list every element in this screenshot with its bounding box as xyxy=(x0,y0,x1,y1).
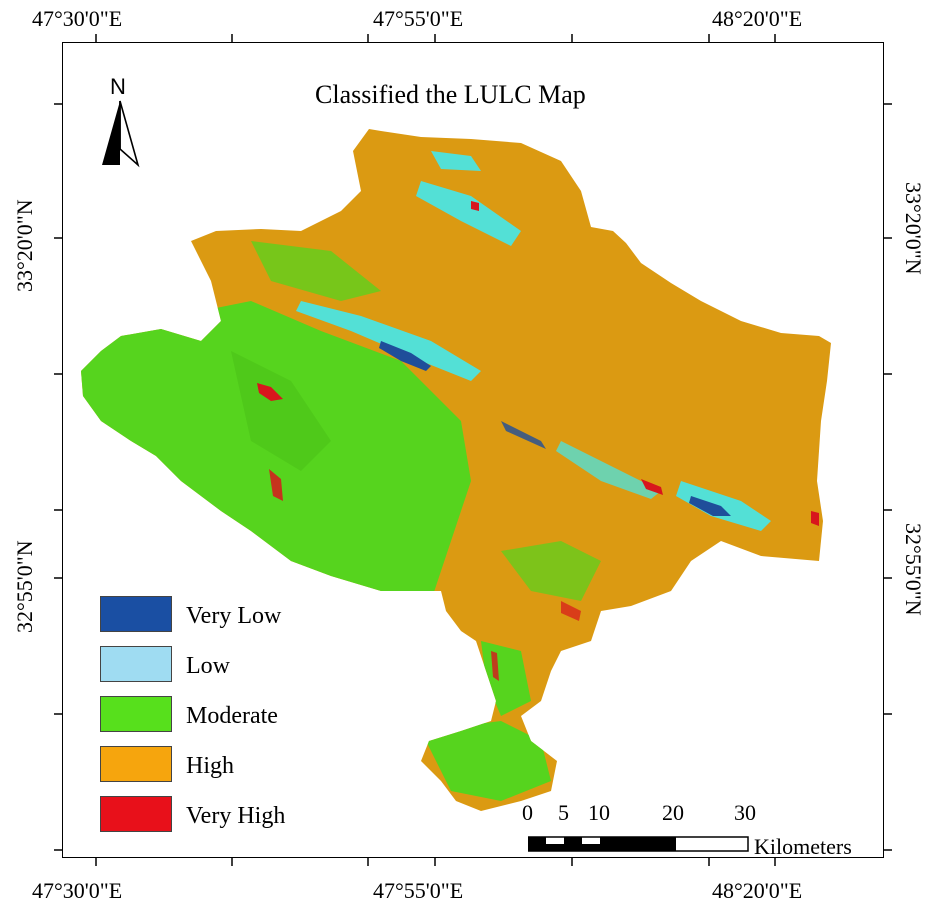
legend-swatch xyxy=(100,796,172,832)
very-low-patch-2 xyxy=(689,496,731,516)
low-streak-3 xyxy=(431,151,481,171)
legend-label: Moderate xyxy=(186,703,278,729)
lulc-map xyxy=(81,129,831,811)
bottom-longitude-label-3: 48°20'0"E xyxy=(712,878,803,903)
moderate-zone-west xyxy=(81,301,471,601)
low-streak-5 xyxy=(556,441,661,499)
scale-bar-graphic xyxy=(528,836,749,852)
scale-unit: Kilometers xyxy=(754,834,852,859)
scale-tick-label: 30 xyxy=(734,800,756,825)
bottom-longitude-label-1: 47°30'0"E xyxy=(32,878,123,903)
scale-tick-label: 5 xyxy=(558,800,569,825)
low-streak-4 xyxy=(676,481,771,531)
north-label: N xyxy=(110,74,126,99)
very-high-patch-6 xyxy=(561,601,581,621)
legend-swatch xyxy=(100,696,172,732)
very-low-patch-3 xyxy=(501,421,546,449)
low-streak-2 xyxy=(416,181,521,246)
moderate-zone-mid xyxy=(501,541,601,601)
map-title: Classified the LULC Map xyxy=(315,80,586,109)
moderate-zone-south xyxy=(421,721,551,801)
legend-label: Low xyxy=(186,653,230,679)
very-high-patch-2 xyxy=(471,201,479,211)
very-high-patch-5 xyxy=(491,651,499,681)
very-high-patch-1 xyxy=(257,383,283,401)
top-longitude-label-1: 47°30'0"E xyxy=(32,6,123,31)
scale-bar: 0 5 10 20 30 Kilometers xyxy=(520,800,890,860)
legend-item-high: High xyxy=(100,746,360,782)
very-high-patch-3 xyxy=(269,469,283,501)
scale-tick-label: 10 xyxy=(588,800,610,825)
legend-item-moderate: Moderate xyxy=(100,696,360,732)
very-low-patch-1 xyxy=(379,341,431,371)
moderate-zone-center xyxy=(231,351,331,471)
legend-item-very-high: Very High xyxy=(100,796,360,832)
low-streak-1 xyxy=(296,301,481,381)
legend-label: Very Low xyxy=(186,603,282,629)
legend-label: High xyxy=(186,753,234,779)
legend-swatch xyxy=(100,646,172,682)
legend-swatch xyxy=(100,596,172,632)
scale-tick-label: 0 xyxy=(522,800,533,825)
bottom-longitude-label-2: 47°55'0"E xyxy=(373,878,464,903)
legend-label: Very High xyxy=(186,803,286,829)
legend-swatch xyxy=(100,746,172,782)
moderate-zone-north xyxy=(251,241,381,301)
legend-item-very-low: Very Low xyxy=(100,596,360,632)
top-longitude-label-3: 48°20'0"E xyxy=(712,6,803,31)
top-longitude-label-2: 47°55'0"E xyxy=(373,6,464,31)
very-high-patch-4 xyxy=(641,479,663,495)
map-frame xyxy=(62,42,884,858)
very-high-patch-7 xyxy=(811,511,819,526)
scale-tick-label: 20 xyxy=(662,800,684,825)
legend-item-low: Low xyxy=(100,646,360,682)
north-arrow-icon xyxy=(102,100,140,168)
